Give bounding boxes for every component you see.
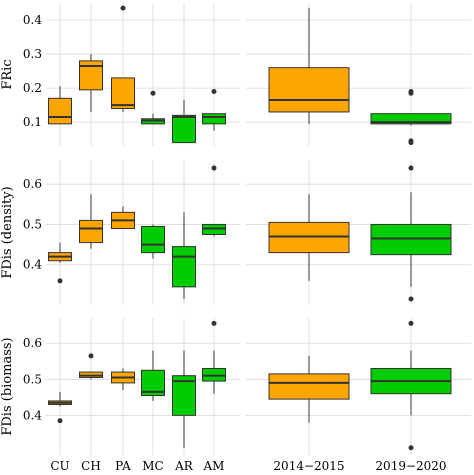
ylabel-0: FRic [0,59,15,89]
xtick-label-right-0: 2014−2015 [273,459,344,473]
ytick-label-1-1: 0.5 [23,217,42,231]
box-1-ch [79,219,103,244]
box-0-cu [48,97,72,125]
xtick-label-right-1: 2019−2020 [375,459,446,473]
outlier-0-2019-2020-1 [408,90,414,96]
box-0-2014-2015 [268,67,350,113]
box-0-ar [172,114,196,144]
outlier-0-am-0 [211,89,217,95]
ytick-label-0-1: 0.2 [23,81,42,95]
xtick-label-left-1: CH [81,459,101,473]
box-0-2019-2020 [370,113,452,125]
outlier-2-am-0 [211,320,217,326]
ylabel-2: FDis (biomass) [0,337,15,435]
box-0-ch [79,60,103,91]
outlier-2-2019-2020-1 [408,445,414,451]
box-2-2014-2015 [268,373,350,400]
outlier-1-cu-0 [57,278,63,284]
ytick-label-2-2: 0.6 [23,336,42,350]
outlier-1-2019-2020-1 [408,296,414,302]
outlier-0-pa-0 [120,5,126,11]
ytick-label-0-2: 0.3 [23,47,42,61]
xtick-label-left-0: CU [50,459,69,473]
box-1-2019-2020 [370,223,452,256]
box-2-ar [172,375,196,416]
outlier-2-cu-0 [57,418,63,424]
outlier-0-2019-2020-3 [408,140,414,146]
outlier-2-ch-0 [88,353,94,359]
outlier-1-2019-2020-0 [408,165,414,171]
outlier-1-am-0 [211,165,217,171]
ytick-label-1-0: 0.4 [23,258,42,272]
ytick-label-0-3: 0.4 [23,13,42,27]
xtick-label-left-5: AM [203,459,225,473]
xtick-label-left-3: MC [142,459,163,473]
ylabel-1: FDis (density) [0,186,15,278]
xtick-label-left-2: PA [115,459,131,473]
outlier-0-mc-0 [150,90,156,96]
xtick-label-left-4: AR [174,459,194,473]
box-1-2014-2015 [268,221,350,254]
ytick-label-1-2: 0.6 [23,177,42,191]
ytick-label-2-1: 0.5 [23,372,42,386]
box-2-mc [141,369,165,397]
ytick-label-0-0: 0.1 [23,115,42,129]
box-0-pa [111,77,135,110]
box-1-am [202,223,226,236]
box-1-mc [141,225,165,254]
box-0-am [202,113,226,125]
ytick-label-2-0: 0.4 [23,408,42,422]
box-1-ar [172,246,196,288]
outlier-2-2019-2020-0 [408,320,414,326]
